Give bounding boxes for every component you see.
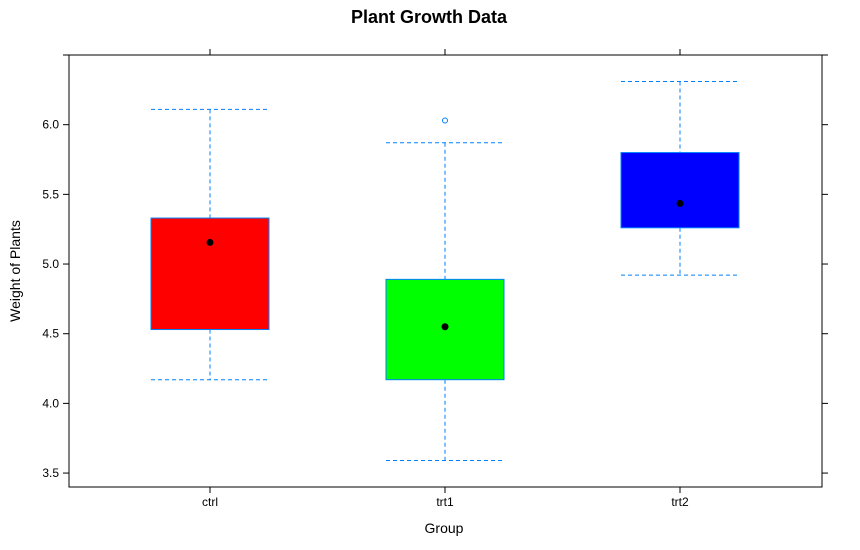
median-dot <box>206 238 214 246</box>
median-dot <box>676 199 684 207</box>
y-tick-label: 6.0 <box>42 118 59 132</box>
x-tick-label: ctrl <box>202 495 218 509</box>
y-axis-label: Weight of Plants <box>7 220 23 322</box>
box-rect <box>150 217 270 331</box>
median-dot <box>441 323 449 331</box>
outlier-point <box>442 117 448 124</box>
y-tick-label: 4.5 <box>42 327 59 341</box>
box-rect <box>620 152 740 229</box>
x-axis-label: Group <box>425 520 464 536</box>
box-trt1 <box>385 117 505 462</box>
box-ctrl <box>150 108 270 381</box>
box-trt2 <box>620 80 740 276</box>
x-tick-label: trt2 <box>671 495 689 509</box>
y-tick-label: 5.5 <box>42 187 59 201</box>
y-tick-label: 5.0 <box>42 257 59 271</box>
x-tick-label: trt1 <box>436 495 454 509</box>
y-tick-label: 3.5 <box>42 466 59 480</box>
plot-area: 3.5 4.0 4.5 5.0 5.5 6.0 ctrl trt1 trt2 <box>42 49 828 509</box>
y-tick-label: 4.0 <box>42 396 59 410</box>
chart-title: Plant Growth Data <box>351 7 508 27</box>
